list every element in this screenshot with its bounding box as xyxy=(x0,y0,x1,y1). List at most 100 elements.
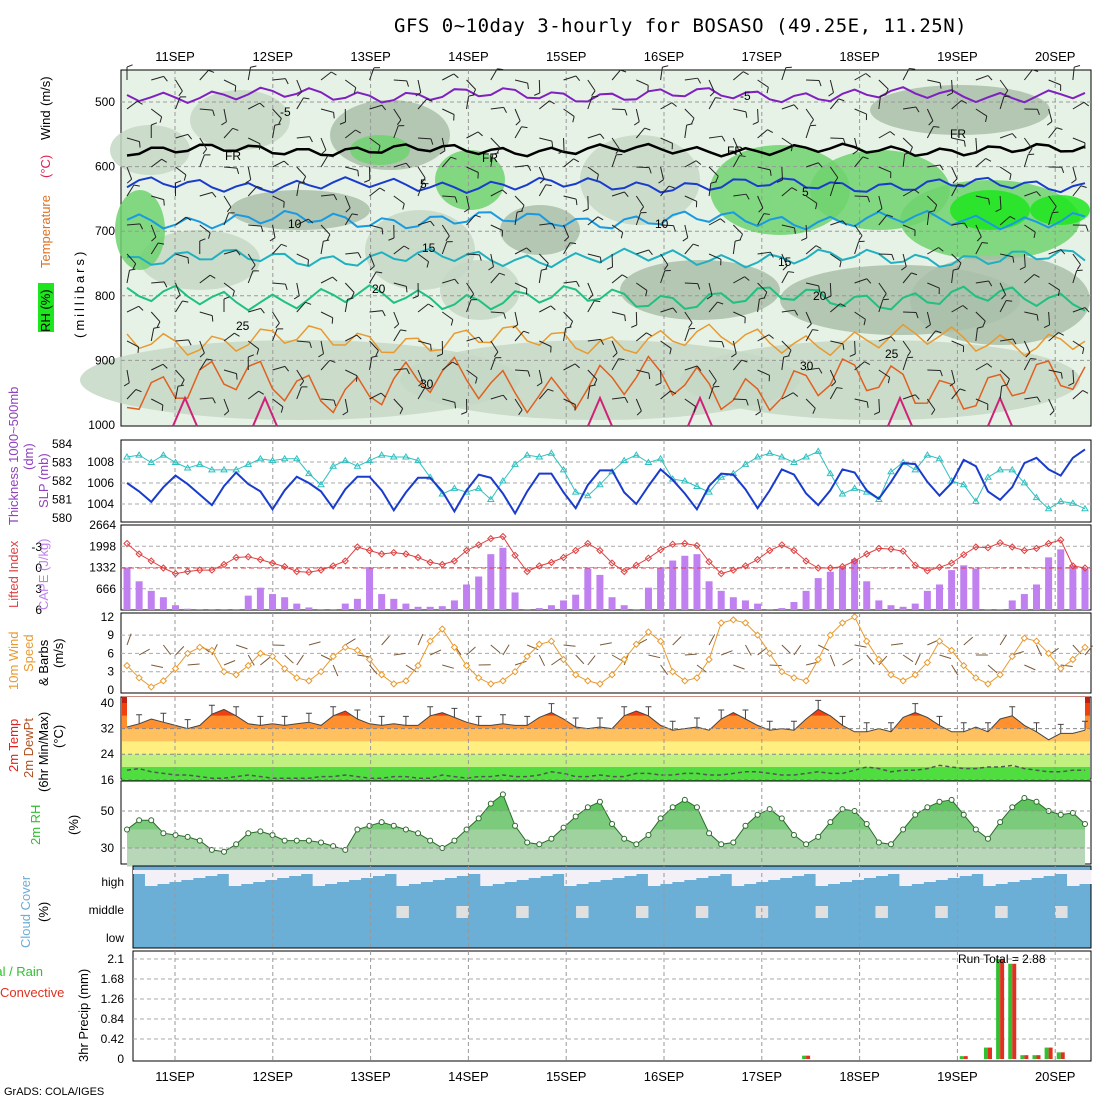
wind-barb-flag xyxy=(971,150,977,154)
wind-barb xyxy=(781,357,785,371)
cloud-gap-high xyxy=(827,870,841,884)
wind-barb-flag xyxy=(743,71,749,75)
wind-barb-flag xyxy=(236,373,238,380)
wind-speed-point xyxy=(547,637,556,645)
rh-point xyxy=(1021,795,1028,802)
wind-barb-flag xyxy=(752,121,759,125)
wind10-barb xyxy=(138,648,150,656)
wind-barb-flag xyxy=(745,193,750,200)
wind-barb-flag xyxy=(436,353,443,357)
wind-barb-flag xyxy=(298,181,306,184)
thickness-point xyxy=(450,484,459,491)
rh-point xyxy=(803,841,810,848)
isotherm-label: 20 xyxy=(813,289,827,303)
wind-barb-flag xyxy=(646,332,652,337)
wind-barb-flag xyxy=(400,329,407,332)
wind-barb xyxy=(999,216,1011,226)
wind-barb xyxy=(175,282,181,296)
wind-barb-flag xyxy=(472,89,477,96)
wind-barb xyxy=(854,137,859,151)
wind-barb xyxy=(150,242,159,255)
wind-speed-point xyxy=(935,637,944,645)
cape-bar xyxy=(584,568,592,610)
lifted-index-point xyxy=(559,553,568,562)
cloud-gap-high xyxy=(600,870,613,880)
lifted-index-point xyxy=(1008,543,1016,551)
wind-speed-point xyxy=(668,667,677,676)
wind-barb-flag xyxy=(302,176,307,183)
wind-barb-flag xyxy=(695,160,702,165)
wind-barb-flag xyxy=(946,92,953,96)
wind-barb-flag xyxy=(852,150,859,155)
wind-barb-flag xyxy=(339,121,346,125)
wind-barb xyxy=(902,394,916,400)
wind-barb-flag xyxy=(162,363,168,369)
cloud-gap-mid xyxy=(995,906,1008,918)
wind-speed-point xyxy=(729,616,738,624)
wind-barb xyxy=(636,282,648,291)
wind-barb-flag xyxy=(987,75,993,81)
wind-barb xyxy=(563,311,573,322)
wind-barb-flag xyxy=(1058,332,1064,336)
rh-point xyxy=(839,806,846,813)
wind10-barb xyxy=(369,664,378,675)
wind-barb-flag xyxy=(1011,133,1017,139)
wind-speed-point xyxy=(1069,655,1077,664)
wind-barb xyxy=(611,358,619,371)
cape-bar xyxy=(1008,600,1016,610)
wind-barb xyxy=(344,213,353,226)
wind-barb-flag xyxy=(911,272,918,276)
rh-point xyxy=(354,826,361,833)
wind-speed-point xyxy=(256,649,265,658)
cloud-gap-high xyxy=(959,870,972,876)
wind-barb-flag xyxy=(569,321,574,328)
lifted-index-point xyxy=(535,562,544,570)
lifted-index-point xyxy=(414,553,422,562)
wind-barb xyxy=(854,241,860,255)
wind-barb xyxy=(902,357,908,371)
wind-barb-flag xyxy=(256,348,260,355)
wind-barb-flag xyxy=(812,407,816,414)
wind-barb xyxy=(1024,396,1038,400)
wind-barb-flag xyxy=(502,394,508,401)
wind-barb-flag xyxy=(445,235,450,242)
wind-barb-flag xyxy=(648,249,653,255)
lifted-index-point xyxy=(972,543,980,551)
wind-barb xyxy=(442,278,455,284)
wind-barb-flag xyxy=(163,281,168,288)
cloud-gap-high xyxy=(456,870,469,876)
lifted-index-point xyxy=(280,562,289,571)
wind-barb xyxy=(369,104,383,110)
wind-barb-flag xyxy=(952,178,958,184)
wind-speed-point xyxy=(571,671,580,679)
wind-barb-flag xyxy=(496,147,501,154)
wind-barb xyxy=(975,195,989,200)
wind-barb-flag xyxy=(355,129,361,134)
wind-barb-flag xyxy=(332,276,338,282)
wind-barb-flag xyxy=(503,312,507,319)
date-label-top: 12SEP xyxy=(253,49,293,64)
wind-barb-flag xyxy=(1068,382,1074,386)
cloud-gap-high xyxy=(671,870,685,882)
wind-speed-point xyxy=(317,667,325,676)
wind-barb-flag xyxy=(620,69,627,73)
wind-barb-flag xyxy=(697,77,702,84)
wind-barb xyxy=(732,137,740,151)
temp-error-bar xyxy=(208,704,215,715)
wind-barb-flag xyxy=(199,352,205,358)
wind-speed-point xyxy=(947,646,956,655)
wind-speed-point xyxy=(1008,652,1016,661)
cloud-gap-high xyxy=(336,870,350,882)
wind-barb xyxy=(417,340,431,345)
wind-barb-flag xyxy=(539,178,545,184)
cape-bar xyxy=(196,609,204,610)
temp-error-bar xyxy=(621,706,628,716)
wind-speed-point xyxy=(596,680,604,688)
precip-conv-bar xyxy=(1060,1052,1065,1059)
wind-barb xyxy=(272,160,285,168)
wind-speed-point xyxy=(268,652,277,661)
wind-barb-flag xyxy=(596,174,599,181)
wind-barb xyxy=(878,214,888,226)
cape-bar xyxy=(644,587,652,610)
wind-barbs-upper xyxy=(123,64,1090,416)
